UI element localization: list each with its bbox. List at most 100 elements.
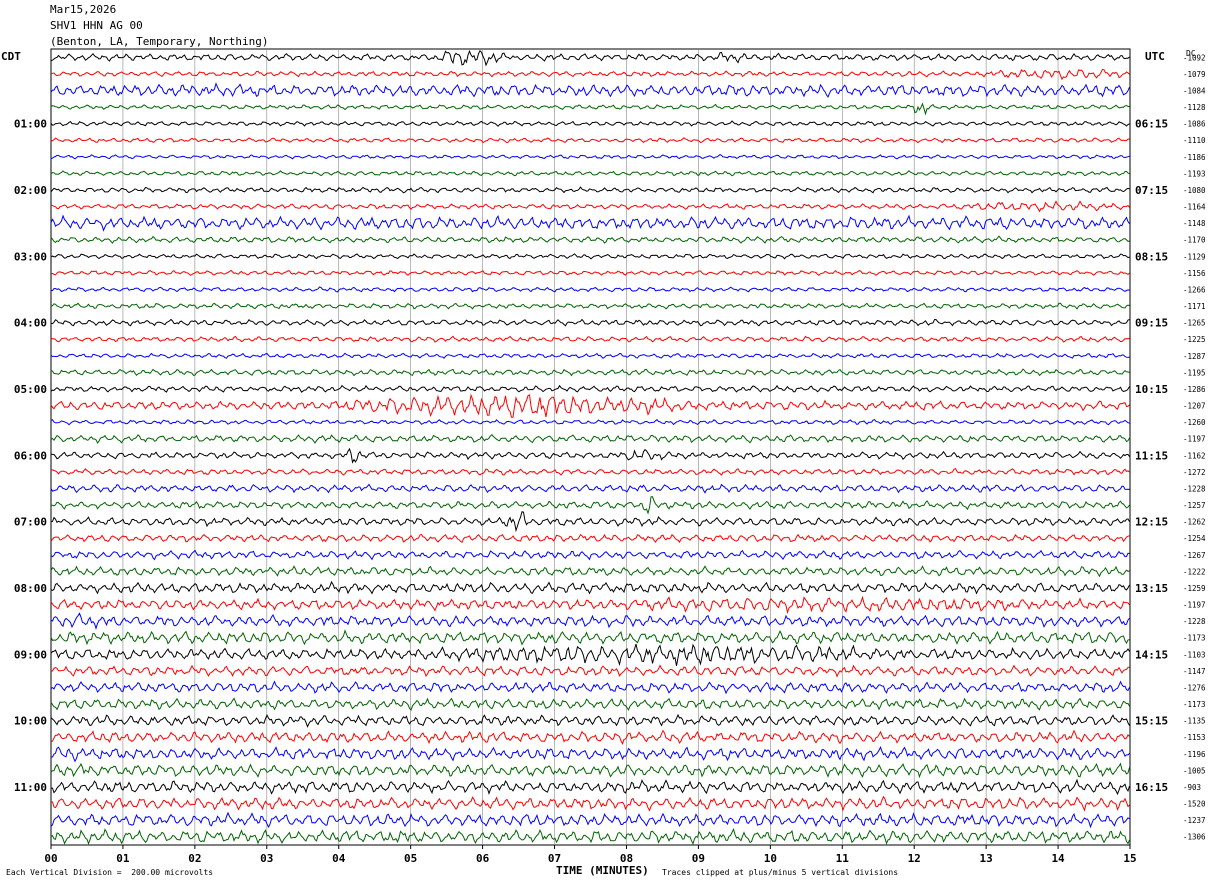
- seismic-trace: [50, 549, 1130, 561]
- dc-offset-label: -1228: [1183, 617, 1206, 626]
- dc-offset-label: -1156: [1183, 269, 1206, 278]
- left-hour-label: 01:00: [14, 118, 47, 131]
- x-tick-label: 07: [548, 852, 561, 865]
- dc-offset-label: -1257: [1183, 501, 1206, 510]
- right-hour-label: 06:15: [1135, 118, 1168, 131]
- dc-offset-label: -1079: [1183, 70, 1206, 79]
- right-hour-label: 08:15: [1135, 250, 1168, 263]
- dc-offset-label: -1171: [1183, 302, 1206, 311]
- seismic-trace: [50, 713, 1130, 728]
- dc-offset-label: -1195: [1183, 368, 1206, 377]
- dc-offset-label: -1196: [1183, 750, 1206, 759]
- seismic-trace: [50, 120, 1130, 127]
- seismic-trace: [50, 643, 1130, 667]
- x-tick-label: 08: [620, 852, 633, 865]
- seismic-trace: [50, 595, 1130, 615]
- right-timezone-label: UTC: [1145, 50, 1165, 63]
- dc-offset-label: -1005: [1183, 766, 1206, 775]
- seismic-trace: [50, 200, 1130, 213]
- x-tick-label: 12: [908, 852, 921, 865]
- left-hour-label: 06:00: [14, 449, 47, 462]
- dc-offset-label: -1262: [1183, 518, 1206, 527]
- right-hour-label: 13:15: [1135, 582, 1168, 595]
- dc-offset-label: -1266: [1183, 285, 1206, 294]
- dc-offset-label: -1170: [1183, 236, 1206, 245]
- seismic-trace: [51, 496, 1130, 515]
- x-tick-label: 00: [44, 852, 57, 865]
- dc-offset-label: -1286: [1183, 385, 1206, 394]
- dc-offset-label: -1259: [1183, 584, 1206, 593]
- seismic-trace: [50, 433, 1130, 444]
- seismic-trace: [50, 762, 1130, 779]
- dc-offset-label: -1084: [1183, 86, 1206, 95]
- dc-offset-label: -1254: [1183, 534, 1206, 543]
- seismic-trace: [50, 533, 1130, 544]
- x-tick-label: 02: [188, 852, 201, 865]
- left-hour-label: 08:00: [14, 582, 47, 595]
- dc-offset-label: -1228: [1183, 484, 1206, 493]
- left-hour-label: 07:00: [14, 516, 47, 529]
- seismic-trace: [50, 68, 1130, 81]
- dc-offset-label: -1272: [1183, 468, 1206, 477]
- dc-offset-label: -1520: [1183, 800, 1206, 809]
- seismic-trace: [50, 214, 1130, 232]
- seismic-trace: [50, 565, 1130, 578]
- dc-offset-label: -1148: [1183, 219, 1206, 228]
- right-hour-label: 12:15: [1135, 516, 1168, 529]
- dc-offset-label: -1086: [1183, 120, 1206, 129]
- seismic-trace: [50, 318, 1130, 327]
- seismic-trace: [51, 778, 1130, 796]
- seismic-trace: [50, 269, 1130, 276]
- x-tick-label: 09: [692, 852, 705, 865]
- left-hour-label: 09:00: [14, 648, 47, 661]
- left-timezone-label: CDT: [1, 50, 21, 63]
- right-hour-label: 07:15: [1135, 184, 1168, 197]
- clip-note: Traces clipped at plus/minus 5 vertical …: [662, 868, 899, 877]
- x-axis-label: TIME (MINUTES): [556, 864, 649, 877]
- dc-offset-label: -1135: [1183, 717, 1206, 726]
- dc-offset-label: -1186: [1183, 153, 1206, 162]
- dc-offset-label: -1197: [1183, 435, 1206, 444]
- seismic-trace: [50, 580, 1130, 595]
- left-hour-label: 02:00: [14, 184, 47, 197]
- dc-offset-label: -1193: [1183, 169, 1206, 178]
- dc-offset-label: -1162: [1183, 451, 1206, 460]
- seismic-trace: [50, 447, 1130, 464]
- right-hour-label: 15:15: [1135, 715, 1168, 728]
- right-hour-label: 09:15: [1135, 317, 1168, 330]
- dc-offset-label: -1103: [1183, 650, 1206, 659]
- dc-offset-label: -1260: [1183, 418, 1206, 427]
- seismic-trace: [50, 629, 1130, 646]
- seismic-trace: [50, 82, 1130, 99]
- right-hour-label: 11:15: [1135, 449, 1168, 462]
- seismic-trace: [50, 335, 1130, 343]
- seismic-trace: [50, 680, 1130, 695]
- dc-offset-label: -1237: [1183, 816, 1206, 825]
- seismic-trace: [50, 186, 1130, 194]
- right-hour-label: 10:15: [1135, 383, 1168, 396]
- seismic-trace: [50, 393, 1130, 418]
- header-location: (Benton, LA, Temporary, Northing): [50, 35, 269, 48]
- x-tick-label: 11: [836, 852, 850, 865]
- left-hour-label: 10:00: [14, 715, 47, 728]
- dc-offset-label: -1225: [1183, 335, 1206, 344]
- seismic-trace: [50, 511, 1130, 533]
- seismic-trace: [50, 102, 1130, 116]
- plot-frame: [50, 48, 1131, 846]
- left-hour-label: 05:00: [14, 383, 47, 396]
- left-hour-label: 11:00: [14, 781, 47, 794]
- dc-offset-label: -1173: [1183, 634, 1206, 643]
- x-tick-label: 06: [476, 852, 490, 865]
- dc-offset-label: -1265: [1183, 319, 1206, 328]
- seismic-trace: [50, 729, 1130, 745]
- dc-offset-label: -1128: [1183, 103, 1206, 112]
- dc-offset-label: -1080: [1183, 186, 1206, 195]
- seismic-trace: [50, 49, 1130, 67]
- dc-offset-header: DC: [1186, 49, 1196, 58]
- dc-offset-label: -1276: [1183, 683, 1206, 692]
- dc-offset-label: -1287: [1183, 352, 1206, 361]
- dc-offset-label: -1267: [1183, 551, 1206, 560]
- x-tick-label: 13: [980, 852, 993, 865]
- seismic-trace: [50, 612, 1130, 630]
